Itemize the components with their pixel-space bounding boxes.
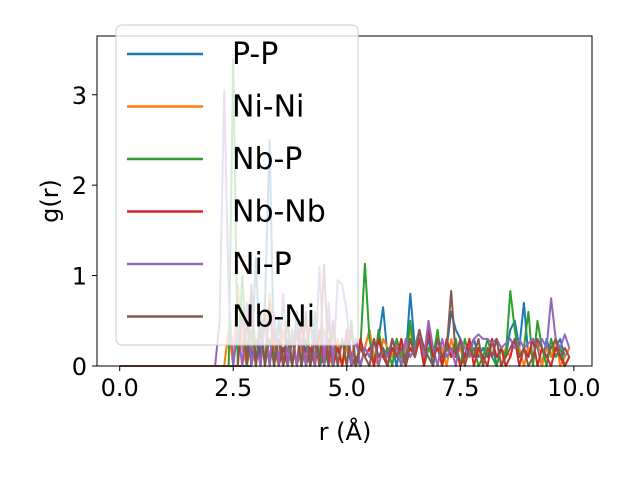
legend-label: P-P xyxy=(232,37,278,72)
legend-label: Nb-Nb xyxy=(232,195,326,230)
x-axis-label: r (Å) xyxy=(319,417,372,446)
legend-label: Ni-Ni xyxy=(232,90,304,125)
x-tick-label: 10.0 xyxy=(547,374,600,402)
y-tick-label: 0 xyxy=(72,353,87,381)
legend-label: Nb-P xyxy=(232,142,302,177)
x-tick-label: 0.0 xyxy=(101,374,139,402)
y-axis-ticks: 0 1 2 3 xyxy=(72,82,97,381)
y-tick-label: 3 xyxy=(72,82,87,110)
legend-label: Ni-P xyxy=(232,247,292,282)
y-tick-label: 2 xyxy=(72,172,87,200)
y-axis-label: g(r) xyxy=(36,179,64,223)
x-tick-label: 5.0 xyxy=(328,374,366,402)
x-axis-ticks: 0.0 2.5 5.0 7.5 10.0 xyxy=(101,366,601,402)
legend-box xyxy=(115,24,359,346)
x-tick-label: 2.5 xyxy=(214,374,252,402)
x-tick-label: 7.5 xyxy=(441,374,479,402)
legend: P-P Ni-Ni Nb-P Nb-Nb Ni-P Nb-Ni xyxy=(115,24,359,346)
y-tick-label: 1 xyxy=(72,263,87,291)
legend-label: Nb-Ni xyxy=(232,300,315,335)
